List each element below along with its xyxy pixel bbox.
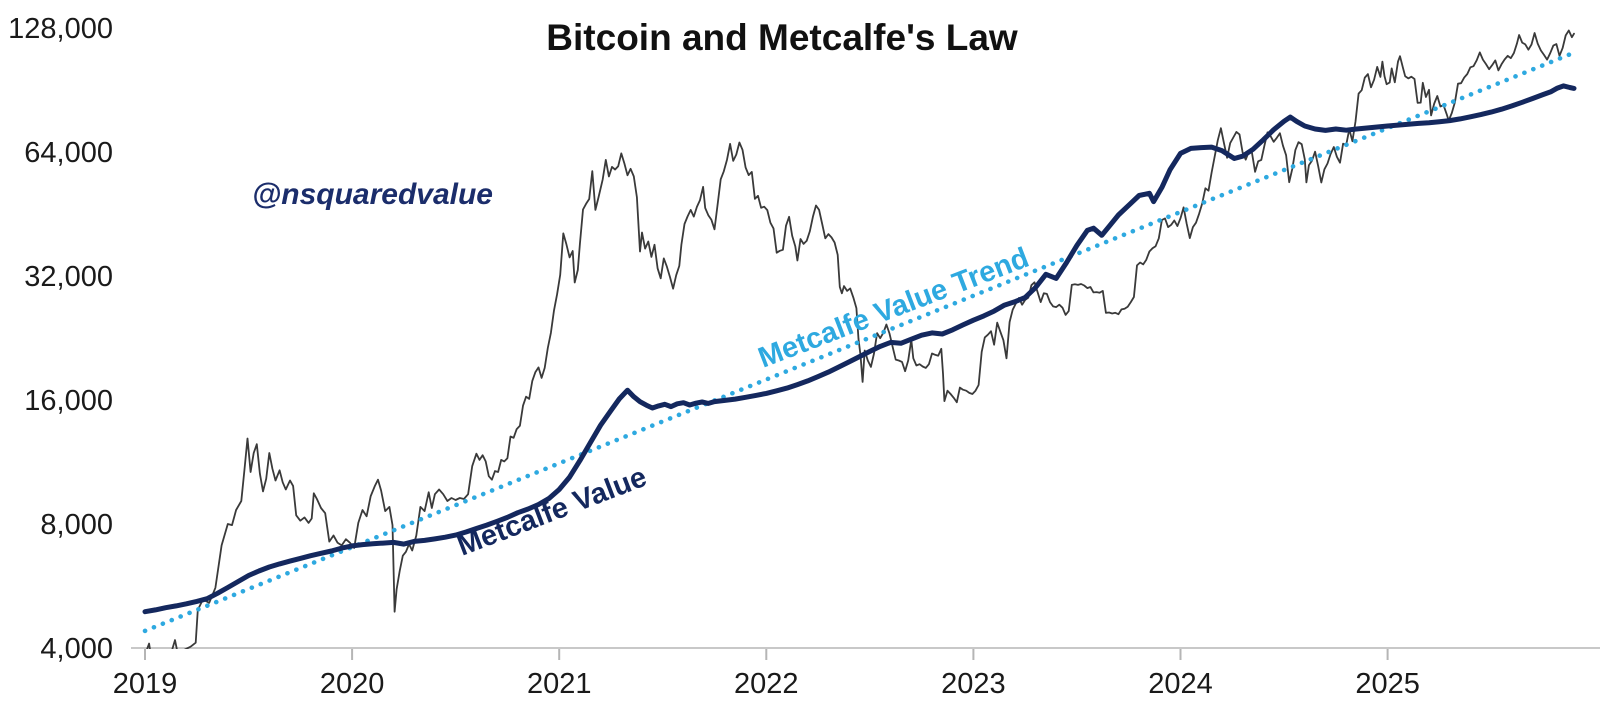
chart-series <box>142 29 1577 649</box>
y-axis-label-16000: 16,000 <box>24 385 113 417</box>
x-axis-label-2024: 2024 <box>1148 668 1213 700</box>
series-line-metcalfe-value <box>142 83 1577 615</box>
chart-title: Bitcoin and Metcalfe's Law <box>546 17 1018 58</box>
y-axis-label-64000: 64,000 <box>24 137 113 169</box>
y-axis-label-8000: 8,000 <box>40 509 113 541</box>
x-axis-label-2021: 2021 <box>527 668 592 700</box>
x-axis-label-2022: 2022 <box>734 668 799 700</box>
x-axis-labels: 2019 2020 2021 2022 2023 2024 2025 <box>113 668 1420 700</box>
x-axis-ticks <box>144 649 1389 660</box>
x-axis-label-2023: 2023 <box>941 668 1006 700</box>
watermark-handle: @nsquaredvalue <box>252 178 493 211</box>
y-axis-labels: 128,000 64,000 32,000 16,000 8,000 4,000 <box>8 13 113 665</box>
x-axis-label-2019: 2019 <box>113 668 178 700</box>
y-axis-label-4000: 4,000 <box>40 633 113 665</box>
y-axis-label-32000: 32,000 <box>24 261 113 293</box>
x-axis-label-2020: 2020 <box>320 668 385 700</box>
y-axis-label-128000: 128,000 <box>8 13 113 45</box>
series-line-metcalfe-value-trend <box>142 50 1577 634</box>
annotation-metcalfe-value: Metcalfe Value <box>453 461 651 563</box>
x-axis-label-2025: 2025 <box>1355 668 1420 700</box>
